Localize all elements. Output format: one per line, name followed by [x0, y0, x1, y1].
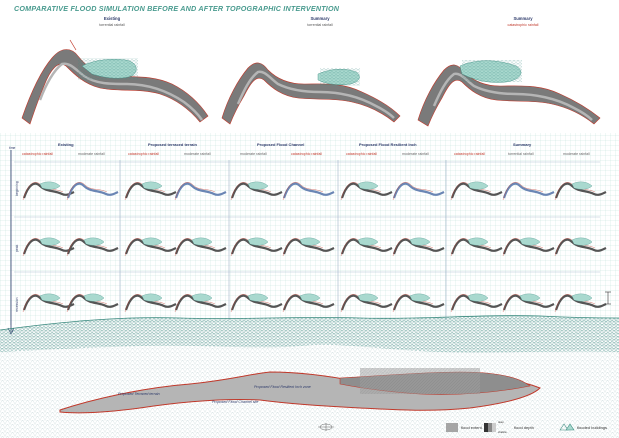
thumbnail-peak-8	[392, 237, 445, 257]
thumbnail-recession-4	[174, 293, 227, 313]
thumbnail-peak-3	[124, 237, 177, 257]
thumbnail-beginning-7	[340, 181, 393, 201]
legend-depth-label: flood depth	[514, 425, 534, 430]
thumbnail-recession-3	[124, 293, 177, 313]
legend-depth-deep: deep	[498, 421, 504, 424]
terrain-label-resilient: Proposed Flood Resilient Inch zone	[254, 385, 311, 389]
top-panel-existing-head: Existing torrential rainfall	[52, 16, 172, 27]
scenario-heading: Summary	[513, 142, 532, 147]
legend-extent-swatch	[446, 423, 458, 432]
thumbnail-beginning-10	[502, 182, 555, 201]
scenario-sub: moderate rainfall	[78, 152, 105, 156]
thumbnail-beginning-4	[174, 182, 227, 201]
top-panel-subtitle: torrential rainfall	[307, 23, 333, 27]
top-panel-subtitle: catastrophic rainfall	[507, 23, 539, 27]
thumbnail-peak-10	[502, 237, 555, 257]
legend-buildings-label: flooded buildings	[577, 425, 608, 430]
scenario-sub: catastrophic rainfall	[454, 152, 485, 156]
scenario-sub: catastrophic rainfall	[291, 152, 322, 156]
thumbnail-peak-2	[66, 237, 119, 257]
simulation-thumbnails	[22, 181, 607, 313]
thumbnail-recession-11	[554, 293, 607, 313]
time-axis-label: time	[9, 146, 16, 150]
legend-depth-swatch-deep	[484, 423, 488, 432]
thumbnail-beginning-8	[392, 182, 445, 201]
scenario-sub: moderate rainfall	[563, 152, 590, 156]
scenario-sub: moderate rainfall	[240, 152, 267, 156]
thumbnail-peak-7	[340, 237, 393, 257]
page-title: COMPARATIVE FLOOD SIMULATION BEFORE AND …	[14, 4, 340, 13]
top-panel-heading: Summary	[310, 16, 330, 21]
thumbnail-peak-1	[22, 237, 75, 257]
thumbnail-recession-7	[340, 293, 393, 313]
scenario-heading: Existing	[58, 142, 74, 147]
scenario-sub: catastrophic rainfall	[22, 152, 53, 156]
thumbnail-beginning-3	[124, 181, 177, 201]
thumbnail-peak-5	[230, 237, 283, 257]
terrain-label-terraced: Proposed Terraced terrain	[118, 392, 160, 396]
thumbnail-recession-6	[282, 293, 335, 313]
thumbnail-recession-2	[66, 293, 119, 313]
scale-bar-icon	[605, 291, 611, 305]
top-panel-subtitle: torrential rainfall	[99, 23, 125, 27]
thumbnail-beginning-9	[450, 181, 503, 201]
scenario-sub: catastrophic rainfall	[346, 152, 377, 156]
top-map-summary-torrential	[221, 62, 401, 125]
terrain-3d-view	[0, 315, 619, 438]
top-panel-heading: Existing	[103, 16, 121, 21]
row-label-recession: recession	[15, 297, 19, 312]
scenario-sub: moderate rainfall	[184, 152, 211, 156]
thumbnail-recession-8	[392, 293, 445, 313]
legend-buildings-swatch	[559, 423, 575, 431]
thumbnail-recession-5	[230, 293, 283, 313]
thumbnail-beginning-11	[554, 181, 607, 201]
grid-background	[0, 133, 619, 325]
thumbnail-recession-9	[450, 293, 503, 313]
legend-extent-label: flood extent	[461, 425, 482, 430]
thumbnail-beginning-1	[22, 181, 75, 201]
thumbnail-peak-4	[174, 237, 227, 257]
scenario-sub: torrential rainfall	[508, 152, 534, 156]
row-label-peak: peak	[15, 244, 19, 252]
row-label-beginning: beginning	[15, 181, 19, 196]
scenario-sub: catastrophic rainfall	[128, 152, 159, 156]
thumbnail-beginning-6	[282, 182, 335, 201]
top-panel-summary-catastrophic-head: Summary catastrophic rainfall	[463, 16, 583, 27]
scenario-sub: moderate rainfall	[402, 152, 429, 156]
top-map-existing	[21, 39, 209, 125]
scenario-heading: Proposed Flood Channel	[257, 142, 305, 147]
top-panel-heading: Summary	[513, 16, 533, 21]
legend-depth-shallow: shallow	[498, 431, 507, 434]
thumbnail-peak-9	[450, 237, 503, 257]
thumbnail-peak-6	[282, 237, 335, 257]
thumbnail-beginning-2	[66, 182, 119, 201]
scenario-heading: Proposed terraced terrain	[148, 142, 197, 147]
thumbnail-peak-11	[554, 237, 607, 257]
top-map-summary-catastrophic	[417, 60, 601, 127]
top-panel-summary-torrential-head: Summary torrential rainfall	[260, 16, 380, 27]
compass-icon	[318, 423, 334, 431]
thumbnail-recession-10	[502, 293, 555, 313]
terrain-label-channel: Proposed Flood Channel site	[212, 400, 259, 404]
scenario-heading: Proposed Flood Resilient Inch	[359, 142, 417, 147]
thumbnail-beginning-5	[230, 181, 283, 201]
thumbnail-recession-1	[22, 293, 75, 313]
